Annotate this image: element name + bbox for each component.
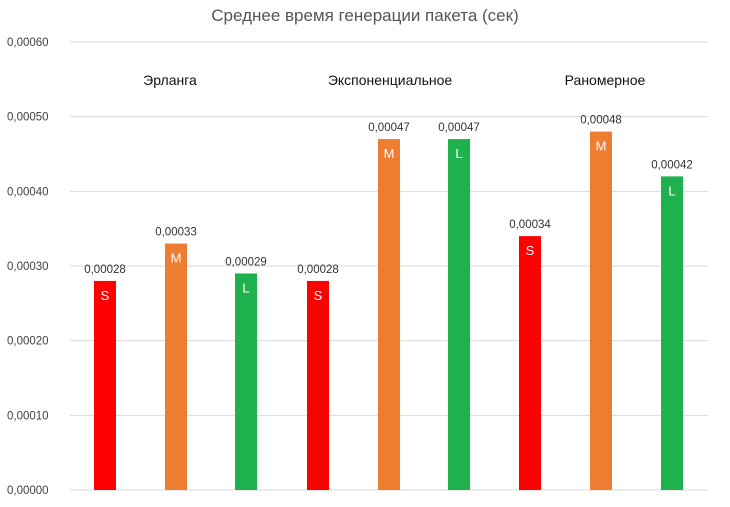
- group-labels: Эрланга Экспоненциальное Раномерное: [143, 72, 645, 88]
- bar-size-label: L: [668, 183, 675, 198]
- bar: [448, 139, 470, 491]
- bar: [235, 273, 257, 490]
- bar-size-label: L: [242, 280, 249, 295]
- bar: [590, 131, 612, 490]
- bar-size-label: M: [384, 146, 395, 161]
- chart-title: Среднее время генерации пакета (сек): [211, 6, 518, 25]
- bars: 0,00028 S 0,00033 M 0,00029 L 0,00028 S 0,00047 M…: [84, 115, 693, 491]
- y-tick-label: 0,00010: [7, 410, 49, 422]
- bar-value-label: 0,00028: [84, 264, 126, 276]
- bar-value-label: 0,00033: [155, 227, 197, 239]
- bar-size-label: S: [314, 288, 323, 303]
- bar: [519, 236, 541, 490]
- bar: [307, 280, 329, 490]
- y-tick-label: 0,00050: [7, 112, 49, 124]
- bar: [165, 243, 187, 490]
- bar-value-label: 0,00047: [438, 122, 480, 134]
- bar-value-label: 0,00029: [225, 256, 267, 268]
- bar-value-label: 0,00034: [509, 219, 551, 231]
- bar-size-label: L: [455, 146, 462, 161]
- bar-value-label: 0,00042: [651, 159, 693, 171]
- y-tick-label: 0,00030: [7, 261, 49, 273]
- y-tick-label: 0,00060: [7, 37, 49, 49]
- group-label: Экспоненциальное: [328, 72, 453, 88]
- bar: [94, 280, 116, 490]
- bar-size-label: S: [526, 243, 535, 258]
- y-tick-label: 0,00000: [7, 485, 49, 497]
- bar-value-label: 0,00047: [368, 122, 410, 134]
- y-tick-label: 0,00040: [7, 186, 49, 198]
- bar-size-label: S: [101, 288, 110, 303]
- bar-size-label: M: [171, 251, 182, 266]
- bar-size-label: M: [596, 139, 607, 154]
- y-tick-label: 0,00020: [7, 336, 49, 348]
- group-label: Эрланга: [143, 72, 197, 88]
- bar: [378, 139, 400, 491]
- bar-value-label: 0,00028: [297, 264, 339, 276]
- bar-value-label: 0,00048: [580, 115, 622, 127]
- y-axis-ticks: 0,00000 0,00010 0,00020 0,00030 0,00040 0,000…: [7, 37, 49, 497]
- bar: [661, 176, 683, 490]
- group-label: Раномерное: [565, 72, 646, 88]
